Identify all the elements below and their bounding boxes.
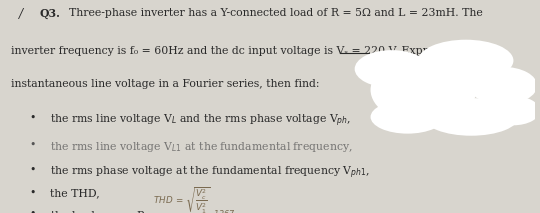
Text: •: • xyxy=(29,165,36,175)
Text: instantaneous line voltage in a Fourier series, then find:: instantaneous line voltage in a Fourier … xyxy=(11,79,319,89)
Ellipse shape xyxy=(370,56,476,123)
Text: •: • xyxy=(29,209,36,213)
Text: /: / xyxy=(18,8,23,21)
Ellipse shape xyxy=(370,100,444,134)
Text: the rms phase voltage at the fundamental frequency V$_{ph1}$,: the rms phase voltage at the fundamental… xyxy=(50,165,370,181)
Text: the THD,: the THD, xyxy=(50,188,100,198)
Ellipse shape xyxy=(418,40,514,81)
Text: •: • xyxy=(29,140,36,150)
Ellipse shape xyxy=(469,67,537,104)
Ellipse shape xyxy=(487,96,540,125)
Text: the load power P$_{os}$: the load power P$_{os}$ xyxy=(50,209,154,213)
Text: the rms line voltage V$_{L1}$ at the fundamental frequency,: the rms line voltage V$_{L1}$ at the fun… xyxy=(50,140,353,154)
Text: the rms line voltage V$_L$ and the rms phase voltage V$_{ph}$,: the rms line voltage V$_L$ and the rms p… xyxy=(50,113,352,129)
Text: Q3.: Q3. xyxy=(40,8,60,19)
Text: Three-phase inverter has a Y-connected load of R = 5Ω and L = 23mH. The: Three-phase inverter has a Y-connected l… xyxy=(69,8,483,18)
Ellipse shape xyxy=(355,50,429,88)
Text: THD = $\sqrt{\dfrac{V_c^2}{V_1^2}}$: THD = $\sqrt{\dfrac{V_c^2}{V_1^2}}$ xyxy=(148,186,211,213)
Ellipse shape xyxy=(423,98,519,136)
Text: •: • xyxy=(29,113,36,123)
Text: •: • xyxy=(29,188,36,198)
Text: $\approx$ 1367.: $\approx$ 1367. xyxy=(201,208,238,213)
Text: inverter frequency is f₀ = 60Hz and the dc input voltage is Vₛ = 220 V. Express : inverter frequency is f₀ = 60Hz and the … xyxy=(11,46,466,56)
